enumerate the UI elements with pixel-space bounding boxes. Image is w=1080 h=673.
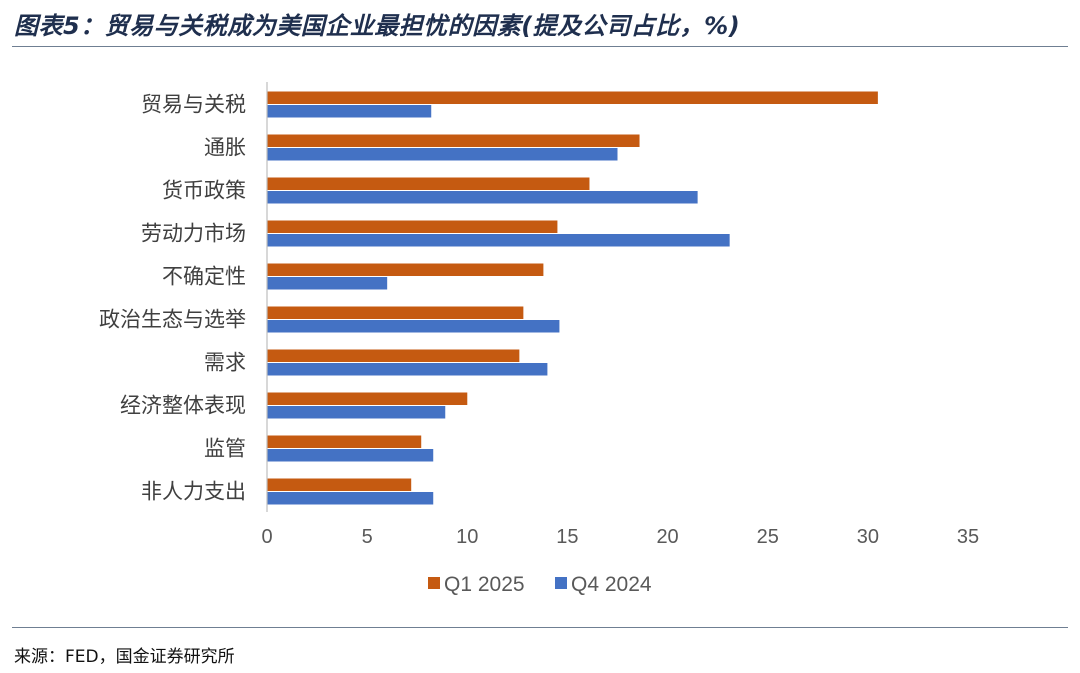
bar-q4-2024 bbox=[267, 363, 548, 376]
legend: Q1 2025 Q4 2024 bbox=[428, 573, 652, 596]
bar-q1-2025 bbox=[267, 306, 524, 319]
category-label: 不确定性 bbox=[162, 265, 246, 289]
category-label: 监管 bbox=[204, 437, 246, 461]
figure-title: 图表5：贸易与关税成为美国企业最担忧的因素(提及公司占比，%) bbox=[14, 12, 741, 40]
x-tick-label: 25 bbox=[757, 526, 779, 548]
bar-q4-2024 bbox=[267, 492, 434, 505]
legend-label: Q1 2025 bbox=[444, 573, 525, 596]
bar-q4-2024 bbox=[267, 191, 698, 204]
x-tick-label: 5 bbox=[362, 526, 373, 548]
x-tick-label: 35 bbox=[957, 526, 979, 548]
legend-swatch bbox=[555, 577, 567, 589]
bar-q4-2024 bbox=[267, 320, 560, 333]
bar-q1-2025 bbox=[267, 177, 590, 190]
category-label: 经济整体表现 bbox=[120, 394, 246, 418]
bar-q4-2024 bbox=[267, 148, 618, 161]
bar-q4-2024 bbox=[267, 406, 446, 419]
bar-q1-2025 bbox=[267, 263, 544, 276]
category-label: 劳动力市场 bbox=[141, 222, 246, 246]
category-label: 通胀 bbox=[204, 136, 246, 160]
category-label: 政治生态与选举 bbox=[99, 308, 246, 332]
x-axis-ticks: 0 5 10 15 20 25 30 35 bbox=[261, 526, 979, 548]
x-tick-label: 10 bbox=[456, 526, 478, 548]
category-label: 货币政策 bbox=[162, 179, 246, 203]
category-labels: 贸易与关税通胀货币政策劳动力市场不确定性政治生态与选举需求经济整体表现监管非人力… bbox=[99, 93, 246, 504]
bar-q4-2024 bbox=[267, 234, 730, 247]
bar-q1-2025 bbox=[267, 220, 558, 233]
source-note: 来源：FED，国金证券研究所 bbox=[14, 647, 235, 667]
legend-label: Q4 2024 bbox=[571, 573, 652, 596]
bar-q1-2025 bbox=[267, 435, 422, 448]
bar-q4-2024 bbox=[267, 277, 388, 290]
x-tick-label: 15 bbox=[556, 526, 578, 548]
bar-series bbox=[267, 91, 878, 505]
x-tick-label: 0 bbox=[261, 526, 272, 548]
title-divider bbox=[12, 46, 1068, 47]
bar-q1-2025 bbox=[267, 91, 878, 104]
bar-q4-2024 bbox=[267, 105, 432, 118]
bar-q4-2024 bbox=[267, 449, 434, 462]
x-tick-label: 30 bbox=[857, 526, 879, 548]
legend-swatch bbox=[428, 577, 440, 589]
source-divider bbox=[12, 627, 1068, 628]
category-label: 需求 bbox=[204, 351, 246, 375]
bar-q1-2025 bbox=[267, 392, 468, 405]
x-tick-label: 20 bbox=[656, 526, 678, 548]
category-label: 贸易与关税 bbox=[141, 93, 246, 117]
bar-q1-2025 bbox=[267, 134, 640, 147]
category-label: 非人力支出 bbox=[141, 480, 246, 504]
bar-q1-2025 bbox=[267, 349, 520, 362]
bar-q1-2025 bbox=[267, 478, 412, 491]
